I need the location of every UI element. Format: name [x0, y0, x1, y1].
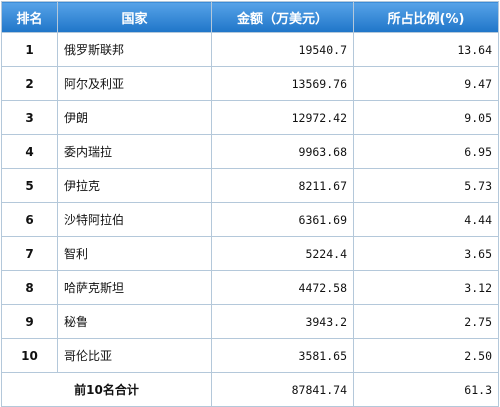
table-row: 2 阿尔及利亚 13569.76 9.47 — [1, 66, 499, 101]
country-cell: 阿尔及利亚 — [57, 66, 212, 101]
table-row: 4 委内瑞拉 9963.68 6.95 — [1, 134, 499, 169]
table-row: 7 智利 5224.4 3.65 — [1, 236, 499, 271]
amount-cell: 13569.76 — [211, 66, 354, 101]
amount-cell: 5224.4 — [211, 236, 354, 271]
amount-cell: 3581.65 — [211, 338, 354, 373]
share-cell: 6.95 — [353, 134, 499, 169]
rank-cell: 1 — [1, 32, 58, 67]
header-rank: 排名 — [1, 1, 58, 33]
share-cell: 2.75 — [353, 304, 499, 339]
rank-cell: 10 — [1, 338, 58, 373]
header-share: 所占比例(%) — [353, 1, 499, 33]
rank-cell: 7 — [1, 236, 58, 271]
share-cell: 9.47 — [353, 66, 499, 101]
rank-cell: 4 — [1, 134, 58, 169]
share-cell: 4.44 — [353, 202, 499, 237]
amount-cell: 9963.68 — [211, 134, 354, 169]
rank-cell: 5 — [1, 168, 58, 203]
amount-cell: 6361.69 — [211, 202, 354, 237]
table-row: 3 伊朗 12972.42 9.05 — [1, 100, 499, 135]
rank-cell: 9 — [1, 304, 58, 339]
amount-cell: 4472.58 — [211, 270, 354, 305]
country-cell: 沙特阿拉伯 — [57, 202, 212, 237]
table-row: 1 俄罗斯联邦 19540.7 13.64 — [1, 32, 499, 67]
country-cell: 秘鲁 — [57, 304, 212, 339]
country-cell: 委内瑞拉 — [57, 134, 212, 169]
share-cell: 5.73 — [353, 168, 499, 203]
table-row: 6 沙特阿拉伯 6361.69 4.44 — [1, 202, 499, 237]
table-header-row: 排名 国家 金额（万美元） 所占比例(%) — [1, 1, 499, 33]
rank-cell: 2 — [1, 66, 58, 101]
header-amount: 金额（万美元） — [211, 1, 354, 33]
total-amount: 87841.74 — [211, 372, 354, 407]
total-label: 前10名合计 — [1, 372, 212, 407]
rank-cell: 6 — [1, 202, 58, 237]
country-cell: 伊拉克 — [57, 168, 212, 203]
header-country: 国家 — [57, 1, 212, 33]
rank-cell: 3 — [1, 100, 58, 135]
amount-cell: 8211.67 — [211, 168, 354, 203]
country-cell: 哥伦比亚 — [57, 338, 212, 373]
table-row: 10 哥伦比亚 3581.65 2.50 — [1, 338, 499, 373]
total-row: 前10名合计 87841.74 61.3 — [1, 372, 499, 407]
total-share: 61.3 — [353, 372, 499, 407]
amount-cell: 19540.7 — [211, 32, 354, 67]
share-cell: 3.65 — [353, 236, 499, 271]
amount-cell: 12972.42 — [211, 100, 354, 135]
country-cell: 哈萨克斯坦 — [57, 270, 212, 305]
table-row: 8 哈萨克斯坦 4472.58 3.12 — [1, 270, 499, 305]
country-cell: 伊朗 — [57, 100, 212, 135]
share-cell: 9.05 — [353, 100, 499, 135]
country-cell: 俄罗斯联邦 — [57, 32, 212, 67]
share-cell: 2.50 — [353, 338, 499, 373]
share-cell: 3.12 — [353, 270, 499, 305]
country-cell: 智利 — [57, 236, 212, 271]
amount-cell: 3943.2 — [211, 304, 354, 339]
share-cell: 13.64 — [353, 32, 499, 67]
table-row: 5 伊拉克 8211.67 5.73 — [1, 168, 499, 203]
table-row: 9 秘鲁 3943.2 2.75 — [1, 304, 499, 339]
rank-cell: 8 — [1, 270, 58, 305]
